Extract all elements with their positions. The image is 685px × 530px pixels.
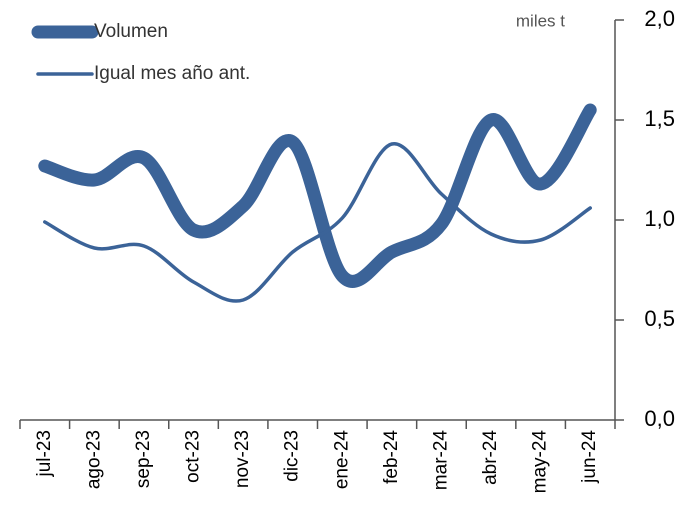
- x-tick-label: ene-24: [331, 430, 352, 490]
- legend-label: Igual mes año ant.: [94, 63, 250, 84]
- x-tick-label: oct-23: [183, 430, 204, 483]
- y-tick-label: 1,5: [644, 106, 675, 131]
- x-tick-label: sep-23: [133, 430, 154, 488]
- x-tick-label: mar-24: [430, 430, 451, 491]
- x-tick-label: may-24: [530, 430, 551, 494]
- x-tick-label: jun-24: [579, 430, 600, 484]
- y-tick-label: 0,0: [644, 406, 675, 431]
- series-line: [38, 103, 597, 288]
- y-tick-label: 2,0: [644, 6, 675, 31]
- x-tick-label: nov-23: [232, 430, 253, 488]
- x-tick-label: ago-23: [83, 430, 104, 489]
- x-tick-label: feb-24: [381, 430, 402, 484]
- axis-unit: miles t: [516, 11, 565, 30]
- legend-label: Volumen: [94, 21, 168, 42]
- x-tick-label: dic-23: [282, 430, 303, 482]
- x-tick-label: abr-24: [480, 430, 501, 485]
- y-tick-label: 0,5: [644, 306, 675, 331]
- y-tick-label: 1,0: [644, 206, 675, 231]
- x-tick-label: jul-23: [34, 430, 55, 477]
- series-line: [43, 142, 592, 303]
